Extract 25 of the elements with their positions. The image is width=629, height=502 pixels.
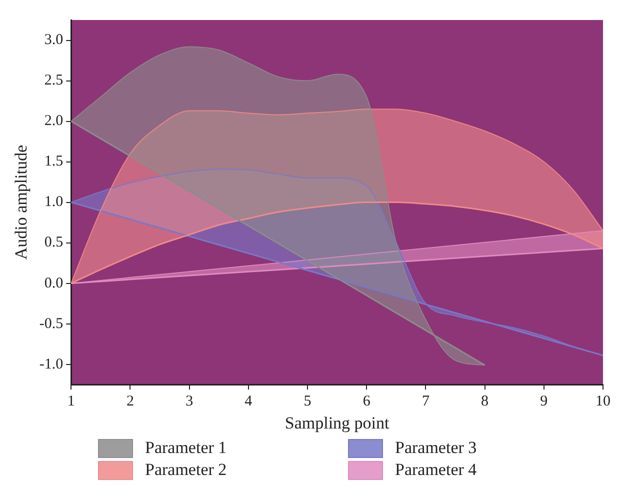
y-tick-label: -0.5 bbox=[39, 316, 64, 332]
y-tick-label: 3.0 bbox=[44, 32, 64, 48]
x-axis-title: Sampling point bbox=[284, 413, 390, 432]
x-tick-label: 8 bbox=[481, 394, 489, 410]
legend-label: Parameter 3 bbox=[395, 438, 477, 458]
x-tick-label: 7 bbox=[422, 394, 430, 410]
y-tick-label: 1.0 bbox=[44, 194, 64, 210]
legend-label: Parameter 2 bbox=[145, 460, 227, 480]
x-tick-label: 2 bbox=[126, 394, 134, 410]
y-tick-label: 0.5 bbox=[44, 234, 64, 251]
x-tick-label: 1 bbox=[67, 394, 75, 410]
y-axis-title: Audio amplitude bbox=[12, 144, 31, 260]
x-tick-label: 5 bbox=[304, 394, 312, 410]
x-tick-label: 3 bbox=[186, 394, 194, 410]
x-tick-label: 6 bbox=[362, 394, 371, 410]
legend-label: Parameter 4 bbox=[395, 460, 477, 480]
y-tick-label: 1.5 bbox=[44, 154, 64, 170]
y-tick-label: 0.0 bbox=[44, 275, 64, 292]
x-tick-label: 4 bbox=[244, 394, 253, 410]
x-tick-label: 9 bbox=[540, 394, 548, 410]
y-tick-label: 2.0 bbox=[44, 113, 64, 130]
x-tick-label: 10 bbox=[596, 394, 610, 410]
legend-label: Parameter 1 bbox=[145, 438, 227, 458]
y-tick-label: -1.0 bbox=[39, 356, 64, 372]
y-tick-label: 2.5 bbox=[44, 72, 64, 89]
